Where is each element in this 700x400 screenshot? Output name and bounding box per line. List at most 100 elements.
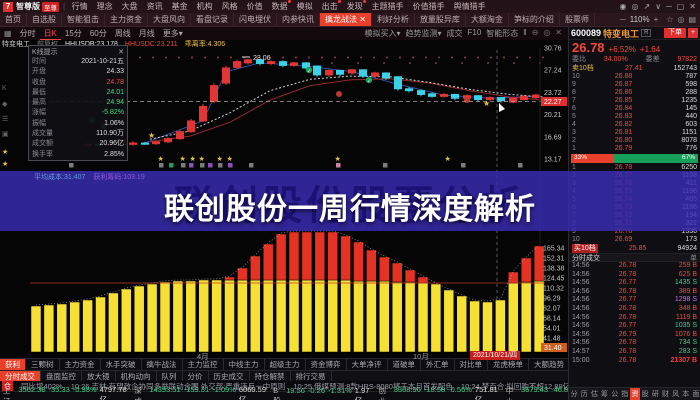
detail-tab[interactable]: 盘面监控 [41, 371, 82, 381]
detail-tab[interactable]: 放大镜 [82, 371, 116, 381]
order-book-row[interactable]: 2 26.80 8078 [569, 137, 700, 145]
panel-mini-tab[interactable]: 筹 [601, 391, 609, 398]
smiley-icon[interactable]: ◎ [677, 15, 685, 24]
close-icon[interactable]: ✕ [689, 2, 696, 11]
pane-circle-icon[interactable]: ◎ [543, 28, 551, 37]
order-book-row[interactable]: 1 26.79 776 [569, 145, 700, 153]
menu-item-8[interactable]: 数据 [267, 0, 292, 12]
settings-icon[interactable]: ◎ [631, 2, 639, 11]
period-tab[interactable]: 周线 [114, 28, 131, 38]
order-book-row[interactable]: 8 26.86 288 [569, 89, 700, 97]
favorite-icon[interactable]: ☆ [666, 15, 674, 24]
order-book-row[interactable]: 10 26.88 787 [569, 73, 700, 81]
feature-tab[interactable]: 闪电埋伏 [234, 13, 277, 26]
detail-tab[interactable]: 分价 [183, 371, 209, 381]
menu-item-6[interactable]: 风格 [221, 2, 238, 11]
pane-minus-icon[interactable]: ⊖ [531, 28, 539, 37]
feature-tab[interactable]: 主力资金 [105, 13, 148, 26]
order-book-row[interactable]: 4 26.82 603 [569, 121, 700, 129]
screenshot-icon[interactable]: ↗ [643, 2, 651, 11]
zoom-in-button[interactable]: + [653, 15, 659, 24]
period-tab[interactable]: 更多▾ [162, 28, 183, 38]
feature-tab[interactable]: 看盘记录 [191, 13, 234, 26]
ticker-item[interactable]: 10:26 吉林:有望政企协同多举联动合围 外交部:严重违反一中原则 [70, 381, 286, 391]
collapse-icon[interactable]: ∨ [655, 2, 662, 11]
grid-icon[interactable]: ▦ [4, 29, 12, 38]
menu-item-14[interactable]: 舆情猎手 [453, 2, 486, 11]
indicator-tab[interactable]: 道破单 [388, 359, 421, 370]
ticker-item[interactable]: 10:25 俄媒预测:8款HRS-8080将于本月首发配色 [293, 381, 453, 391]
menu-item-11[interactable]: 发现 [342, 0, 367, 12]
user-icon[interactable]: ◉ [619, 2, 627, 11]
detail-tab[interactable]: 机构动向 [116, 371, 157, 381]
menu-item-4[interactable]: 基金 [171, 2, 188, 11]
panel-mini-tab[interactable]: 本 [682, 391, 690, 398]
panel-mini-tab[interactable]: 研 [651, 391, 659, 398]
index-quote[interactable]: 上证 3562.38-35.33-0.98%4797.78亿 [3, 385, 128, 400]
order-book-row[interactable]: 9 26.70 1336 [569, 228, 700, 236]
pane-close-icon[interactable]: ✕ [555, 28, 562, 37]
indicator-tab[interactable]: 主力监控 [183, 359, 224, 370]
trades-title[interactable]: 分时成交 [572, 255, 600, 262]
period-tab[interactable]: 15分 [64, 28, 82, 38]
period-tab[interactable]: 日K [39, 28, 61, 40]
chart-tool-button[interactable]: 智能形态 [486, 29, 519, 38]
feature-tab[interactable]: 股票师 [560, 13, 595, 26]
indicator-tab[interactable]: 外汇单 [421, 359, 455, 370]
adjust-mode[interactable]: 前复权 [37, 39, 58, 49]
indicator-tab[interactable]: 对比单 [455, 359, 488, 370]
period-tab[interactable]: 60分 [89, 28, 107, 38]
detail-tab[interactable]: 排行交易 [291, 371, 332, 381]
detail-tab[interactable]: 队列 [157, 371, 183, 381]
indicator-tab[interactable]: 超级主力 [265, 359, 306, 370]
index-quote[interactable]: 深成 14393.51-159.31-1.09%6060.59亿 [134, 385, 267, 400]
panel-mini-tab[interactable]: 资 [629, 388, 641, 400]
period-tab[interactable]: 分时 [19, 28, 36, 38]
feature-tab[interactable]: 智能狙击 [62, 13, 105, 26]
detail-tab[interactable]: 持仓解禁 [250, 371, 291, 381]
period-tab[interactable]: 月线 [138, 28, 155, 38]
feature-tab[interactable]: 大额淘金 [466, 13, 509, 26]
kline-chart[interactable]: 23.06✓✓★✓✓★★★★★★★★★30.7627.2423.7220.211… [0, 40, 568, 358]
indicator-tab[interactable]: 三颗树 [26, 359, 60, 370]
order-book-row[interactable]: 1 26.78 6250 [569, 164, 700, 172]
feature-tab[interactable]: 首页 [0, 13, 27, 26]
indicator-tab[interactable]: 资金博弈 [306, 359, 347, 370]
panel-mini-tab[interactable]: 指 [621, 391, 629, 398]
layout-icon[interactable]: ▤ [688, 15, 696, 24]
order-book-row[interactable]: 10 26.69 173 [569, 236, 700, 244]
detail-tab[interactable]: 分时成交 [0, 371, 41, 381]
tooltip-close-icon[interactable]: ✕ [118, 49, 124, 56]
menu-item-10[interactable]: 出击 [317, 0, 342, 12]
strip-box-icon[interactable]: ▣ [2, 131, 9, 138]
chart-tool-button[interactable]: ‖ [523, 28, 527, 37]
detail-tab[interactable]: 历史成交 [209, 371, 250, 381]
indicator-tab[interactable]: 水手突破 [101, 359, 142, 370]
panel-mini-tab[interactable]: 财 [661, 391, 669, 398]
menu-item-7[interactable]: 价值 [246, 2, 263, 11]
add-watchlist-button[interactable]: + [688, 28, 698, 38]
feature-tab[interactable]: 利好分析 [372, 13, 415, 26]
ticker-item[interactable]: 同比增402% [21, 381, 63, 391]
strip-k-icon[interactable]: K [2, 85, 7, 92]
menu-item-5[interactable]: 机构 [196, 2, 213, 11]
ticker-item[interactable]: 10:24 梦百合:拟回购不超12.89亿元 加拿大公司拟布局 [460, 381, 640, 391]
order-book-row[interactable]: 9 26.87 598 [569, 81, 700, 89]
feature-tab[interactable]: 笋标的介绍 [509, 13, 560, 26]
chart-tool-button[interactable]: 趋势监测▾ [405, 29, 442, 38]
feature-tab[interactable]: 放量股异库 [415, 13, 466, 26]
feature-tab[interactable]: 自选股 [27, 13, 62, 26]
indicator-tab[interactable]: 获利 [0, 359, 26, 370]
panel-mini-tab[interactable]: 风 [672, 391, 680, 398]
order-button[interactable]: 下单 [664, 28, 686, 38]
order-book-row[interactable]: 6 26.84 145 [569, 105, 700, 113]
order-book-row[interactable]: 3 26.81 1151 [569, 129, 700, 137]
chart-tool-button[interactable]: 成交 [446, 29, 463, 38]
menu-item-2[interactable]: 大盘 [121, 2, 138, 11]
strip-list-icon[interactable]: ☰ [2, 116, 9, 123]
panel-mini-tab[interactable]: 股 [641, 391, 649, 398]
strip-diamond-icon[interactable]: ◆ [2, 101, 8, 108]
minimize-icon[interactable]: ─ [666, 2, 672, 11]
menu-item-13[interactable]: 价值猎手 [412, 2, 445, 11]
index-quote[interactable]: 创业 3308.96-18.58-0.56%751.81亿 [379, 385, 500, 400]
